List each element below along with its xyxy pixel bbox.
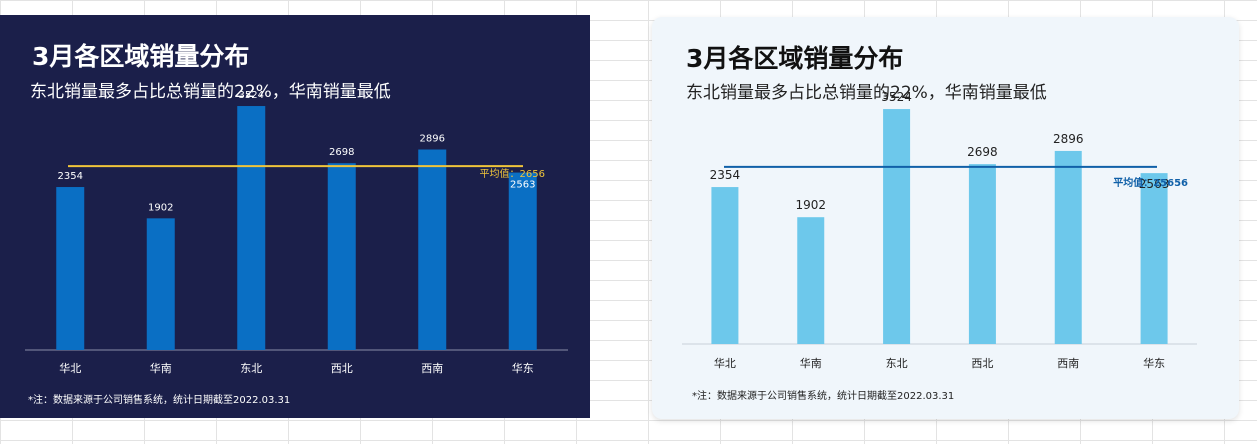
bar-chart: 华北 华南 东北 西北 西南 华东 2354 1902 3524 2698 2896 2563平均值：… xyxy=(682,90,1197,370)
data-label: 1902 xyxy=(795,198,826,212)
chart-subtitle: 东北销量最多占比总销量的22%，华南销量最低 xyxy=(686,83,1047,103)
source-note: *注：数据来源于公司销售系统，统计日期截至2022.03.31 xyxy=(692,391,955,402)
data-label: 2563 xyxy=(1139,177,1170,191)
data-label: 3524 xyxy=(881,90,912,104)
data-label: 2563 xyxy=(510,180,535,191)
bar-2 xyxy=(146,218,175,350)
data-label: 2896 xyxy=(1053,132,1084,146)
chart-title: 3月各区域销量分布 xyxy=(686,44,904,73)
bar-1 xyxy=(711,187,739,344)
x-tick-label: 西南 xyxy=(421,362,443,375)
bar-1 xyxy=(56,187,85,350)
x-tick-label: 华北 xyxy=(59,361,81,375)
x-tick-label: 东北 xyxy=(886,357,908,370)
x-tick-label: 华东 xyxy=(1143,356,1165,370)
data-label: 3524 xyxy=(239,90,264,101)
bar-5 xyxy=(418,149,447,350)
bar-2 xyxy=(797,217,825,344)
source-note: *注：数据来源于公司销售系统，统计日期截至2022.03.31 xyxy=(28,395,291,406)
average-label: 平均值：25656 xyxy=(1113,176,1188,189)
bar-6 xyxy=(508,172,537,350)
data-label: 2354 xyxy=(710,168,741,182)
x-tick-label: 西南 xyxy=(1057,357,1079,370)
bar-6 xyxy=(1140,173,1168,344)
x-tick-label: 东北 xyxy=(240,362,262,375)
bar-chart: 华北 华南 东北 西北 西南 华东 2354 1902 3524 2698 2896 2563平均值：… xyxy=(25,90,568,375)
data-label: 2896 xyxy=(420,134,445,145)
average-label: 平均值：2656 xyxy=(480,167,545,180)
x-tick-label: 华南 xyxy=(150,361,172,375)
bar-5 xyxy=(1054,150,1082,344)
x-tick-label: 华东 xyxy=(512,361,534,375)
bar-3 xyxy=(883,109,911,344)
x-tick-label: 西北 xyxy=(331,362,353,375)
data-label: 1902 xyxy=(148,202,173,213)
bar-4 xyxy=(968,164,996,344)
bar-4 xyxy=(327,163,356,350)
chart-subtitle: 东北销量最多占比总销量的22%，华南销量最低 xyxy=(30,82,391,102)
x-tick-label: 西北 xyxy=(971,357,993,370)
chart-panel-dark: 3月各区域销量分布 东北销量最多占比总销量的22%，华南销量最低 华北 华南 东北 西… xyxy=(0,15,590,418)
data-label: 2354 xyxy=(58,171,83,182)
data-label: 2698 xyxy=(329,147,354,158)
chart-title: 3月各区域销量分布 xyxy=(32,42,250,71)
chart-panel-light: 3月各区域销量分布 东北销量最多占比总销量的22%，华南销量最低 华北 华南 东北 西… xyxy=(652,17,1239,419)
x-tick-label: 华北 xyxy=(714,356,736,370)
data-label: 2698 xyxy=(967,145,998,159)
bar-3 xyxy=(237,106,266,351)
x-tick-label: 华南 xyxy=(800,356,822,370)
